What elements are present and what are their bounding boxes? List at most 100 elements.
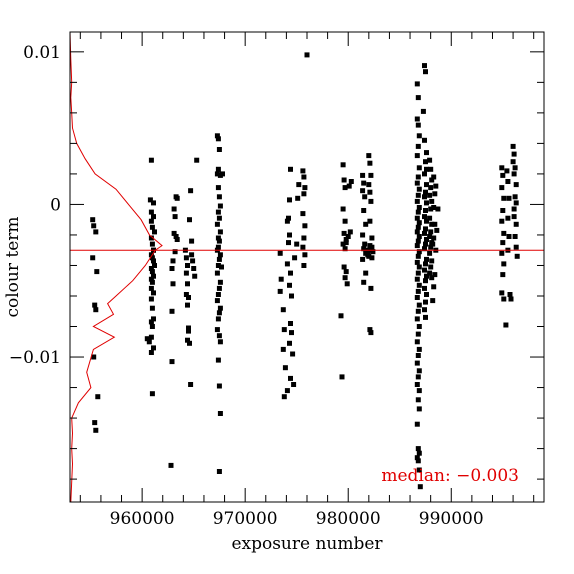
data-point xyxy=(345,234,351,239)
data-point xyxy=(187,340,192,346)
data-point xyxy=(214,327,220,333)
data-point xyxy=(427,250,433,256)
data-point xyxy=(282,365,288,371)
data-point xyxy=(217,252,223,258)
data-point xyxy=(424,182,429,188)
data-point xyxy=(505,215,511,221)
data-point xyxy=(149,391,155,397)
data-point xyxy=(286,240,291,246)
data-point xyxy=(148,218,154,224)
data-point xyxy=(499,250,505,256)
data-point xyxy=(151,200,156,206)
data-point xyxy=(500,240,506,246)
data-point xyxy=(513,182,519,188)
data-point xyxy=(415,253,421,259)
data-point xyxy=(301,191,307,197)
data-point xyxy=(428,264,434,270)
data-point xyxy=(431,205,437,210)
data-point xyxy=(427,192,433,198)
data-point xyxy=(514,253,520,259)
data-point xyxy=(433,183,439,189)
data-point xyxy=(416,249,422,255)
data-point xyxy=(191,266,197,271)
data-point xyxy=(189,252,195,258)
data-point xyxy=(192,273,198,279)
data-point xyxy=(368,285,374,291)
data-point xyxy=(302,185,308,191)
data-point xyxy=(361,180,367,186)
x-tick-label: 960000 xyxy=(110,509,175,529)
data-point xyxy=(146,339,152,345)
data-point xyxy=(414,229,420,235)
data-point xyxy=(510,159,516,165)
data-point xyxy=(339,374,345,380)
data-point xyxy=(301,174,307,180)
data-point xyxy=(429,258,435,264)
data-point xyxy=(506,195,512,201)
data-point xyxy=(416,282,422,288)
axis-ticks xyxy=(70,32,544,502)
data-point xyxy=(429,221,435,227)
data-point xyxy=(294,241,300,247)
data-point xyxy=(361,279,367,285)
tick-labels: 960000 970000 980000 990000 0.01 0 −0.01 xyxy=(9,43,484,529)
data-point xyxy=(215,185,221,191)
data-point xyxy=(147,197,153,203)
data-point xyxy=(93,307,99,313)
data-point xyxy=(431,235,437,241)
data-point xyxy=(415,143,421,149)
data-point xyxy=(287,232,292,238)
data-point xyxy=(510,143,516,149)
data-point xyxy=(432,221,438,227)
data-point xyxy=(288,375,293,381)
data-point xyxy=(365,252,371,258)
data-point xyxy=(422,63,427,69)
data-point xyxy=(190,258,196,264)
data-point xyxy=(288,270,293,276)
data-point xyxy=(501,296,507,302)
data-point xyxy=(215,357,221,363)
data-point xyxy=(428,185,434,191)
data-point xyxy=(370,249,376,255)
data-point xyxy=(188,188,194,194)
data-point xyxy=(144,336,150,342)
data-point xyxy=(151,273,156,279)
data-point xyxy=(414,455,420,461)
data-point xyxy=(415,331,421,337)
data-point xyxy=(214,133,220,139)
data-point xyxy=(368,198,374,204)
data-point xyxy=(292,255,298,261)
data-point xyxy=(424,292,429,297)
data-point xyxy=(501,230,507,236)
data-point xyxy=(360,256,366,262)
data-point xyxy=(432,191,438,197)
data-point xyxy=(367,327,373,333)
data-point xyxy=(360,172,366,178)
data-point xyxy=(342,185,348,191)
data-point xyxy=(183,255,189,261)
data-point xyxy=(277,288,283,294)
data-point xyxy=(301,263,307,268)
data-point xyxy=(499,185,505,191)
data-point xyxy=(173,234,179,239)
data-point xyxy=(291,382,297,387)
data-point xyxy=(511,214,517,220)
data-point xyxy=(148,276,154,282)
x-tick-label: 990000 xyxy=(419,509,484,529)
data-point xyxy=(423,241,428,247)
data-point xyxy=(414,339,420,345)
data-point xyxy=(415,458,421,464)
data-point xyxy=(369,255,375,261)
data-point xyxy=(415,288,421,294)
data-point xyxy=(287,340,292,346)
data-point xyxy=(217,279,223,285)
data-point xyxy=(91,354,97,360)
data-point xyxy=(188,382,194,387)
data-point xyxy=(424,200,429,206)
data-point xyxy=(151,214,156,220)
data-point xyxy=(90,217,96,223)
data-points xyxy=(90,52,520,490)
data-point xyxy=(423,226,428,232)
data-point xyxy=(366,153,372,159)
data-point xyxy=(170,281,176,287)
